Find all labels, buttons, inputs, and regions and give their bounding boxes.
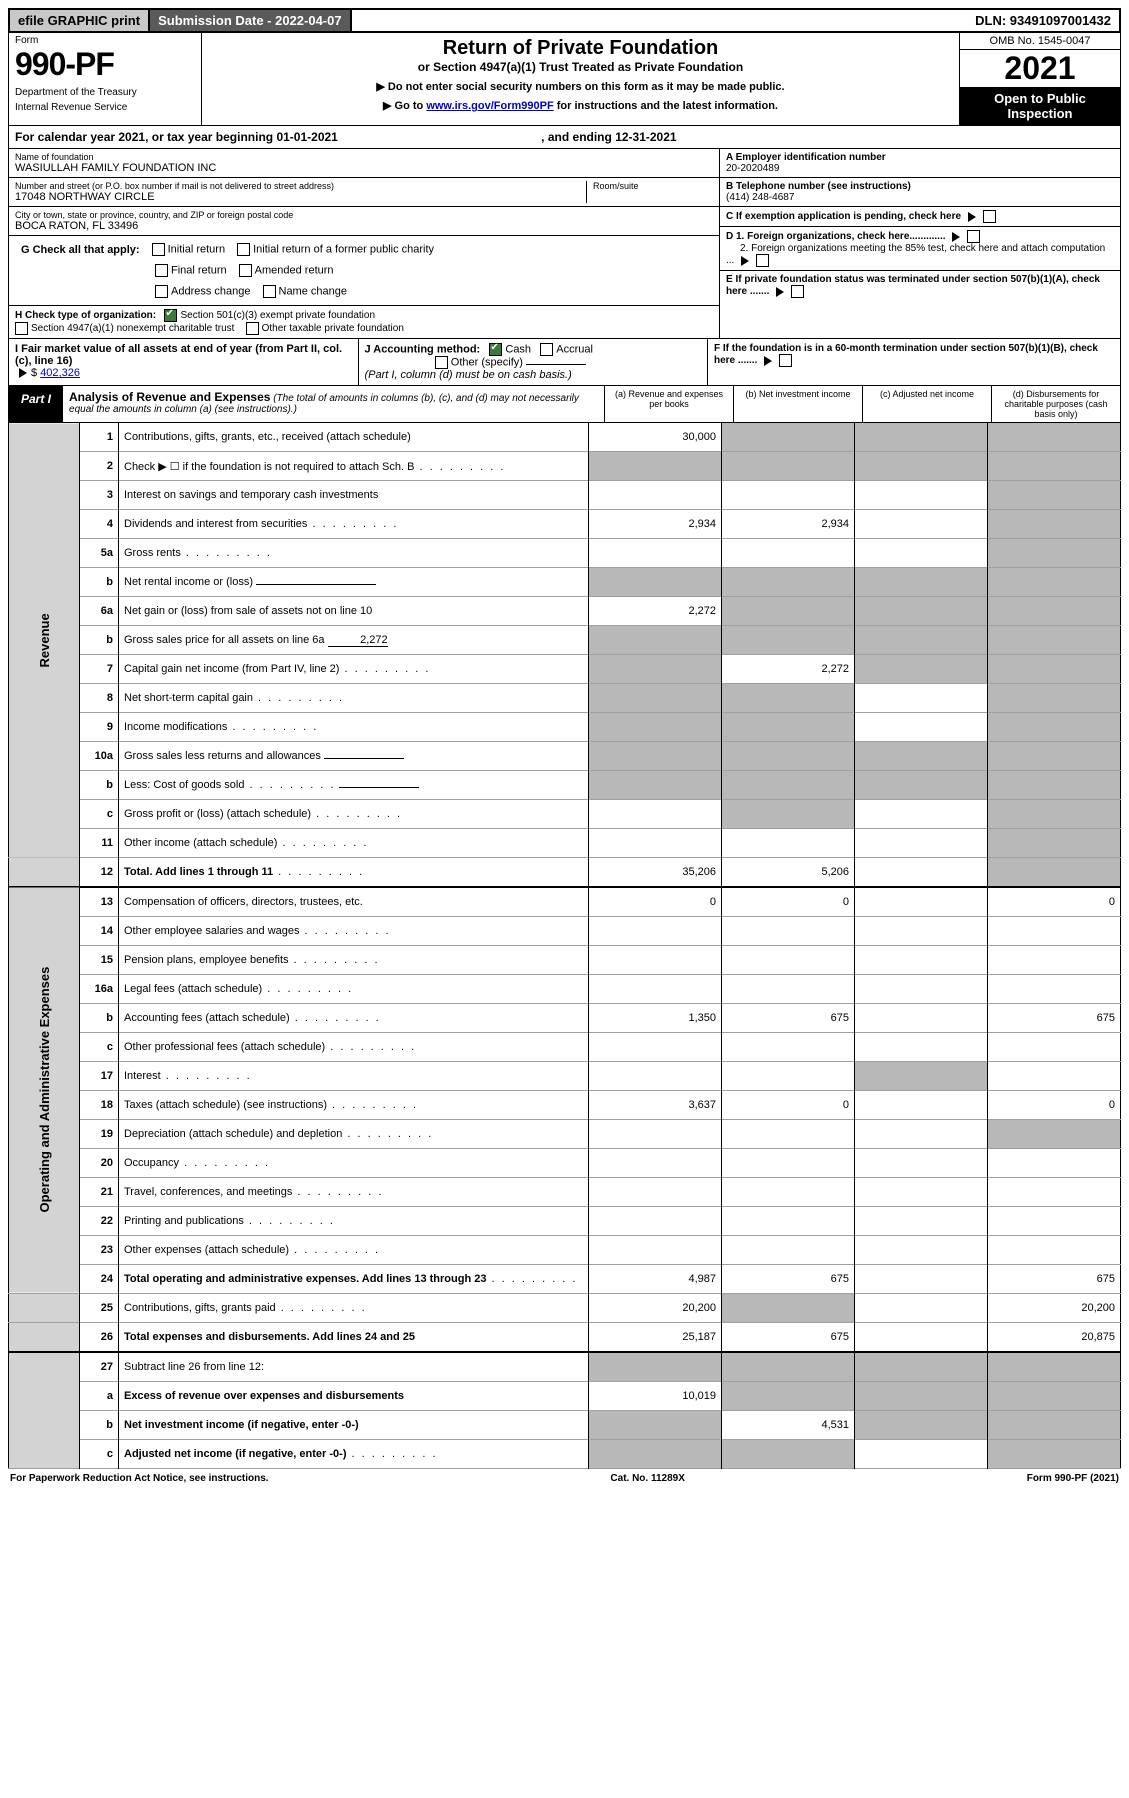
chk-other-taxable[interactable]: [246, 322, 259, 335]
form-number: 990-PF: [15, 46, 195, 83]
cat-no: Cat. No. 11289X: [610, 1473, 684, 1484]
irs-label: Internal Revenue Service: [15, 102, 195, 113]
col-a-header: (a) Revenue and expenses per books: [604, 386, 733, 422]
j-label: J Accounting method:: [365, 343, 481, 355]
j-note: (Part I, column (d) must be on cash basi…: [365, 369, 572, 381]
entity-info: Name of foundation WASIULLAH FAMILY FOUN…: [8, 149, 1121, 339]
i-label: I Fair market value of all assets at end…: [15, 343, 342, 367]
form-subtitle: or Section 4947(a)(1) Trust Treated as P…: [212, 60, 949, 74]
part1-label: Part I: [9, 386, 63, 422]
chk-foreign-org[interactable]: [967, 230, 980, 243]
room-label: Room/suite: [593, 181, 713, 191]
paperwork-notice: For Paperwork Reduction Act Notice, see …: [10, 1473, 269, 1484]
chk-cash[interactable]: [489, 343, 502, 356]
submission-date: Submission Date - 2022-04-07: [150, 10, 352, 31]
chk-exemption-pending[interactable]: [983, 210, 996, 223]
col-d-header: (d) Disbursements for charitable purpose…: [991, 386, 1120, 422]
chk-initial-former[interactable]: [237, 243, 250, 256]
h-label: H Check type of organization:: [15, 310, 156, 321]
hij-row: I Fair market value of all assets at end…: [8, 339, 1121, 386]
chk-accrual[interactable]: [540, 343, 553, 356]
chk-name-change[interactable]: [263, 285, 276, 298]
g-label: G Check all that apply:: [21, 244, 140, 256]
d1-label: D 1. Foreign organizations, check here..…: [726, 231, 946, 242]
chk-60month[interactable]: [779, 354, 792, 367]
revenue-side-label: Revenue: [9, 423, 80, 858]
note-ssn: ▶ Do not enter social security numbers o…: [212, 80, 949, 93]
open-inspection: Open to Public Inspection: [960, 87, 1120, 125]
irs-link[interactable]: www.irs.gov/Form990PF: [426, 100, 553, 112]
chk-terminated[interactable]: [791, 285, 804, 298]
efile-badge[interactable]: efile GRAPHIC print: [10, 10, 150, 31]
page-footer: For Paperwork Reduction Act Notice, see …: [8, 1469, 1121, 1488]
d2-label: 2. Foreign organizations meeting the 85%…: [726, 243, 1105, 266]
chk-85pct[interactable]: [756, 254, 769, 267]
chk-final-return[interactable]: [155, 264, 168, 277]
col-b-header: (b) Net investment income: [733, 386, 862, 422]
phone-value: (414) 248-4687: [726, 192, 794, 203]
name-label: Name of foundation: [15, 152, 713, 162]
chk-4947[interactable]: [15, 322, 28, 335]
part1-table: Revenue 1Contributions, gifts, grants, e…: [8, 423, 1121, 1469]
fmv-value[interactable]: 402,326: [40, 367, 80, 379]
chk-address-change[interactable]: [155, 285, 168, 298]
arrow-icon: [968, 212, 976, 222]
form-header: Form 990-PF Department of the Treasury I…: [8, 33, 1121, 126]
city-state-zip: BOCA RATON, FL 33496: [15, 220, 713, 232]
dept-treasury: Department of the Treasury: [15, 87, 195, 98]
city-label: City or town, state or province, country…: [15, 210, 713, 220]
top-bar: efile GRAPHIC print Submission Date - 20…: [8, 8, 1121, 33]
chk-initial-return[interactable]: [152, 243, 165, 256]
expenses-side-label: Operating and Administrative Expenses: [9, 887, 80, 1294]
form-title: Return of Private Foundation: [212, 37, 949, 60]
form-ref: Form 990-PF (2021): [1027, 1473, 1119, 1484]
addr-label: Number and street (or P.O. box number if…: [15, 181, 586, 191]
ein-value: 20-2020489: [726, 163, 779, 174]
phone-label: B Telephone number (see instructions): [726, 181, 911, 192]
calendar-year-row: For calendar year 2021, or tax year begi…: [8, 126, 1121, 149]
dln: DLN: 93491097001432: [967, 10, 1119, 31]
part1-title: Analysis of Revenue and Expenses: [69, 390, 270, 404]
chk-amended-return[interactable]: [239, 264, 252, 277]
foundation-name: WASIULLAH FAMILY FOUNDATION INC: [15, 162, 713, 174]
note-link: ▶ Go to www.irs.gov/Form990PF for instru…: [212, 99, 949, 112]
c-label: C If exemption application is pending, c…: [726, 211, 961, 222]
form-label: Form: [15, 35, 195, 46]
chk-other-method[interactable]: [435, 356, 448, 369]
col-c-header: (c) Adjusted net income: [862, 386, 991, 422]
tax-year: 2021: [960, 50, 1120, 87]
street-address: 17048 NORTHWAY CIRCLE: [15, 191, 586, 203]
chk-501c3[interactable]: [164, 309, 177, 322]
part1-header: Part I Analysis of Revenue and Expenses …: [8, 386, 1121, 423]
ein-label: A Employer identification number: [726, 152, 886, 163]
omb-number: OMB No. 1545-0047: [960, 33, 1120, 50]
